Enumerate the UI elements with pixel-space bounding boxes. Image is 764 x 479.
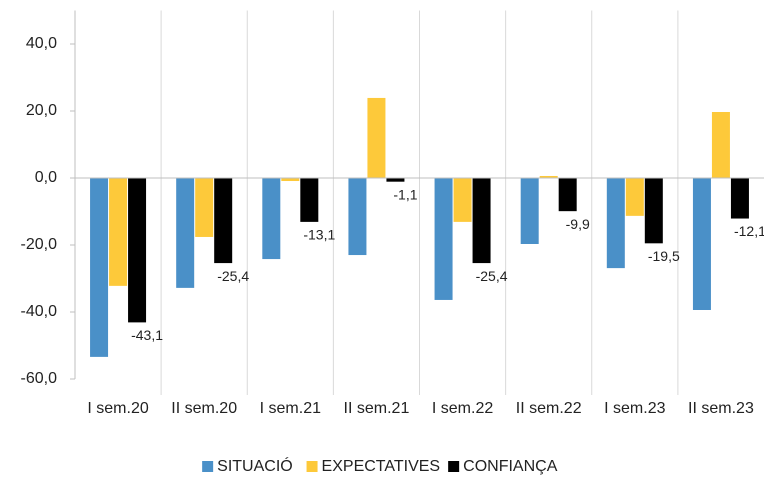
y-tick-label: -40,0 bbox=[21, 303, 58, 320]
bar bbox=[453, 178, 472, 222]
bar bbox=[348, 178, 367, 256]
bar bbox=[558, 178, 577, 212]
y-tick-label: -60,0 bbox=[21, 370, 58, 387]
data-label: -1,1 bbox=[393, 186, 417, 202]
bar bbox=[300, 178, 319, 222]
legend-swatch bbox=[306, 461, 318, 472]
data-label: -25,4 bbox=[476, 268, 508, 284]
data-label: -9,9 bbox=[566, 216, 590, 232]
legend-label: SITUACIÓ bbox=[217, 456, 293, 475]
bar bbox=[730, 178, 749, 219]
bar bbox=[606, 178, 625, 269]
x-tick-label: I sem.21 bbox=[260, 400, 321, 417]
y-tick-label: 0,0 bbox=[35, 169, 57, 186]
data-label: -43,1 bbox=[131, 327, 163, 343]
y-tick-label: 40,0 bbox=[26, 35, 57, 52]
bar bbox=[262, 178, 281, 260]
bar bbox=[176, 178, 195, 288]
bar bbox=[214, 178, 233, 264]
x-tick-label: II sem.20 bbox=[171, 400, 237, 417]
data-label: -13,1 bbox=[303, 227, 335, 243]
legend-swatch bbox=[448, 461, 460, 472]
bar bbox=[692, 178, 711, 310]
bar bbox=[281, 178, 300, 182]
data-label: -25,4 bbox=[217, 268, 249, 284]
bar bbox=[195, 178, 214, 237]
x-tick-label: II sem.22 bbox=[516, 400, 582, 417]
bar bbox=[539, 175, 558, 178]
x-tick-label: I sem.23 bbox=[604, 400, 665, 417]
bar bbox=[367, 97, 386, 178]
x-tick-label: I sem.22 bbox=[432, 400, 493, 417]
data-label: -12,1 bbox=[734, 223, 764, 239]
data-label: -19,5 bbox=[648, 248, 680, 264]
y-tick-label: -20,0 bbox=[21, 236, 58, 253]
x-tick-label: II sem.21 bbox=[344, 400, 410, 417]
bar bbox=[625, 178, 644, 216]
legend-swatch bbox=[202, 461, 214, 472]
legend-label: EXPECTATIVES bbox=[322, 458, 441, 475]
y-tick-label: 20,0 bbox=[26, 102, 57, 119]
bar bbox=[644, 178, 663, 244]
bar bbox=[520, 178, 539, 244]
legend-label: CONFIANÇA bbox=[463, 458, 558, 475]
bar bbox=[90, 178, 109, 357]
bar bbox=[472, 178, 491, 264]
bar bbox=[434, 178, 453, 300]
bar bbox=[128, 178, 147, 323]
bar bbox=[711, 112, 730, 178]
bar bbox=[109, 178, 128, 286]
x-tick-label: I sem.20 bbox=[87, 400, 148, 417]
x-tick-label: II sem.23 bbox=[688, 400, 754, 417]
bar bbox=[386, 178, 405, 182]
